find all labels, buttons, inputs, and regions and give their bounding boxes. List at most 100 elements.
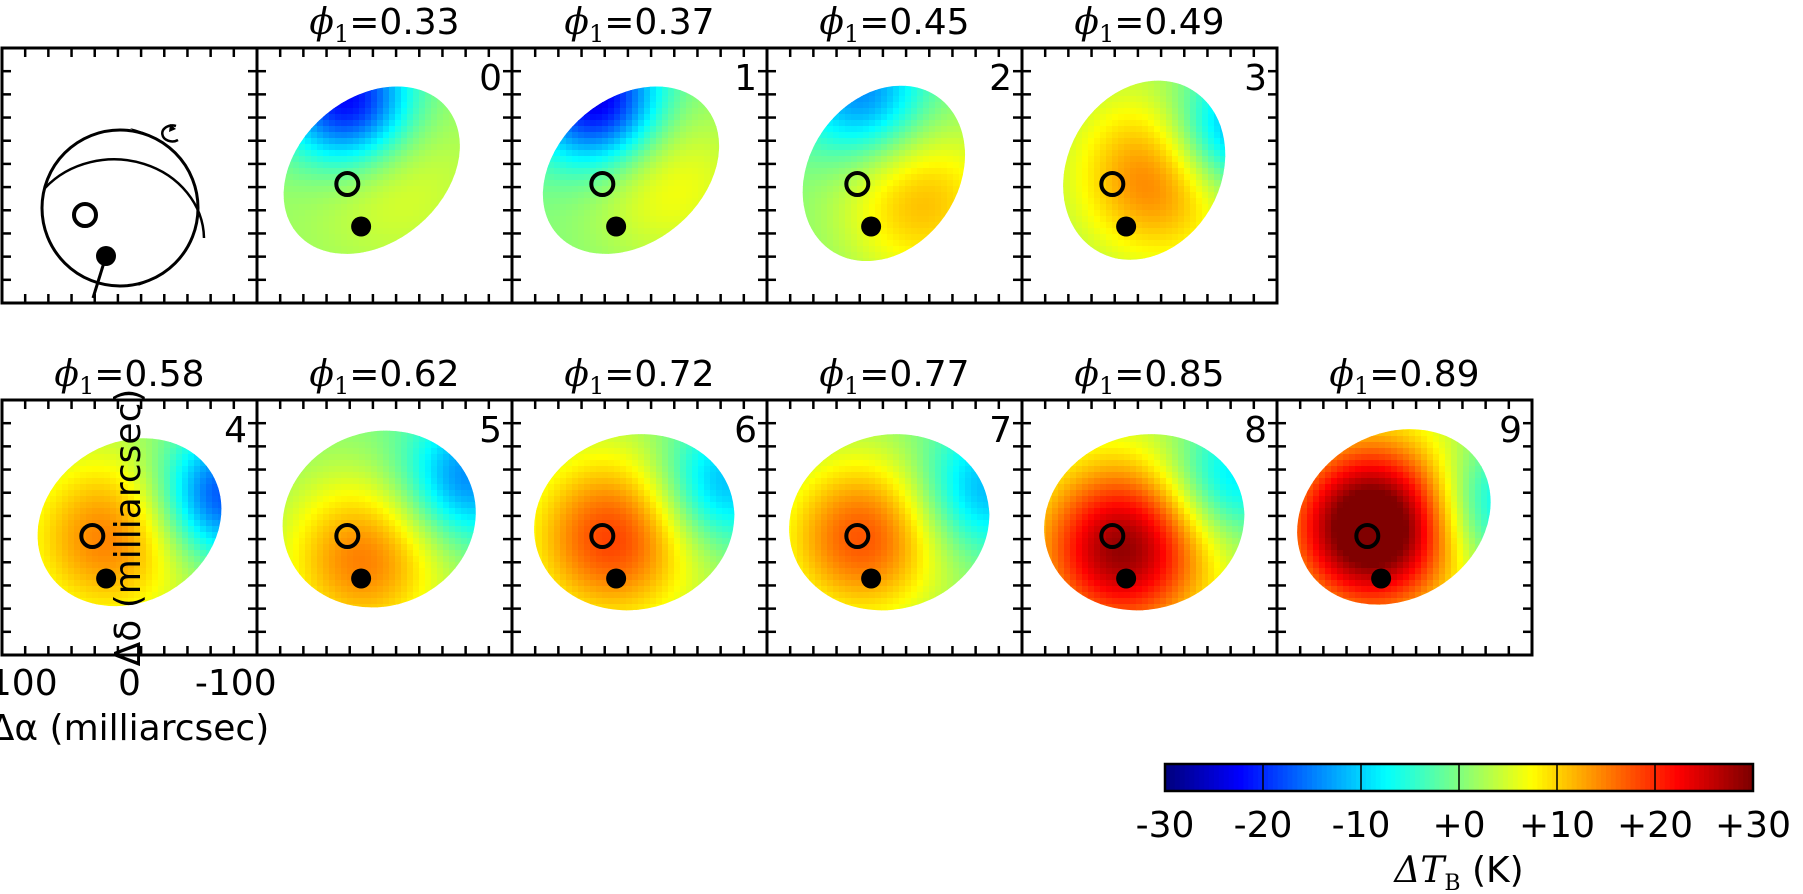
map-pixel bbox=[638, 54, 645, 61]
map-pixel bbox=[716, 264, 723, 271]
map-pixel bbox=[503, 282, 510, 289]
map-pixel bbox=[833, 192, 840, 199]
map-pixel bbox=[311, 162, 318, 169]
map-pixel bbox=[911, 192, 918, 199]
map-pixel bbox=[662, 246, 669, 253]
map-pixel bbox=[449, 210, 456, 217]
map-pixel bbox=[857, 204, 864, 211]
map-pixel bbox=[797, 144, 804, 151]
map-pixel bbox=[704, 210, 711, 217]
map-pixel bbox=[461, 240, 468, 247]
map-pixel bbox=[275, 120, 282, 127]
map-pixel bbox=[497, 234, 504, 241]
map-pixel bbox=[449, 90, 456, 97]
map-pixel bbox=[680, 252, 687, 259]
map-pixel bbox=[803, 78, 810, 85]
map-pixel bbox=[317, 180, 324, 187]
map-pixel bbox=[614, 114, 621, 121]
map-pixel bbox=[887, 120, 894, 127]
map-pixel bbox=[590, 120, 597, 127]
map-pixel bbox=[329, 258, 336, 265]
map-pixel bbox=[467, 186, 474, 193]
map-pixel bbox=[722, 60, 729, 67]
map-pixel bbox=[578, 258, 585, 265]
map-pixel bbox=[473, 240, 480, 247]
map-pixel bbox=[614, 60, 621, 67]
map-pixel bbox=[608, 126, 615, 133]
map-pixel bbox=[734, 114, 741, 121]
map-pixel bbox=[548, 108, 555, 115]
map-pixel bbox=[803, 168, 810, 175]
map-pixel bbox=[281, 126, 288, 133]
map-pixel bbox=[614, 66, 621, 73]
map-pixel bbox=[578, 282, 585, 289]
map-pixel bbox=[461, 204, 468, 211]
map-pixel bbox=[566, 258, 573, 265]
map-pixel bbox=[461, 192, 468, 199]
map-pixel bbox=[965, 162, 972, 169]
map-pixel bbox=[887, 96, 894, 103]
map-pixel bbox=[803, 72, 810, 79]
map-pixel bbox=[518, 60, 525, 67]
map-pixel bbox=[692, 234, 699, 241]
map-pixel bbox=[281, 288, 288, 289]
map-pixel bbox=[299, 174, 306, 181]
map-pixel bbox=[548, 78, 555, 85]
map-pixel bbox=[437, 144, 444, 151]
map-pixel bbox=[281, 120, 288, 127]
map-pixel bbox=[287, 222, 294, 229]
map-pixel bbox=[686, 96, 693, 103]
map-pixel bbox=[722, 216, 729, 223]
map-pixel bbox=[929, 90, 936, 97]
map-pixel bbox=[704, 108, 711, 115]
map-pixel bbox=[857, 162, 864, 169]
map-pixel bbox=[674, 228, 681, 235]
map-pixel bbox=[443, 126, 450, 133]
map-pixel bbox=[341, 102, 348, 109]
map-pixel bbox=[845, 204, 852, 211]
map-pixel bbox=[977, 60, 984, 67]
map-pixel bbox=[863, 156, 870, 163]
map-pixel bbox=[905, 96, 912, 103]
map-pixel bbox=[959, 204, 966, 211]
map-pixel bbox=[359, 174, 366, 181]
map-pixel bbox=[746, 240, 753, 247]
map-pixel bbox=[365, 156, 372, 163]
map-pixel bbox=[317, 54, 324, 61]
map-pixel bbox=[983, 108, 990, 115]
map-pixel bbox=[809, 150, 816, 157]
map-pixel bbox=[548, 198, 555, 205]
map-pixel bbox=[656, 162, 663, 169]
map-pixel bbox=[395, 78, 402, 85]
map-pixel bbox=[710, 66, 717, 73]
map-pixel bbox=[467, 60, 474, 67]
map-pixel bbox=[911, 138, 918, 145]
map-pixel bbox=[797, 102, 804, 109]
map-pixel bbox=[923, 102, 930, 109]
map-pixel bbox=[785, 138, 792, 145]
map-pixel bbox=[281, 84, 288, 91]
map-pixel bbox=[674, 216, 681, 223]
map-pixel bbox=[905, 156, 912, 163]
map-pixel bbox=[341, 282, 348, 289]
map-pixel bbox=[650, 216, 657, 223]
map-pixel bbox=[953, 102, 960, 109]
map-pixel bbox=[698, 282, 705, 289]
map-pixel bbox=[542, 192, 549, 199]
map-pixel bbox=[833, 204, 840, 211]
map-pixel bbox=[437, 78, 444, 85]
map-pixel bbox=[857, 180, 864, 187]
map-pixel bbox=[839, 168, 846, 175]
map-pixel bbox=[815, 174, 822, 181]
map-pixel bbox=[692, 66, 699, 73]
map-pixel bbox=[857, 60, 864, 67]
map-pixel bbox=[881, 60, 888, 67]
map-pixel bbox=[977, 192, 984, 199]
map-pixel bbox=[572, 156, 579, 163]
map-pixel bbox=[473, 276, 480, 283]
map-pixel bbox=[287, 252, 294, 259]
map-pixel bbox=[929, 144, 936, 151]
map-pixel bbox=[845, 144, 852, 151]
map-pixel bbox=[341, 276, 348, 283]
map-pixel bbox=[287, 288, 294, 289]
